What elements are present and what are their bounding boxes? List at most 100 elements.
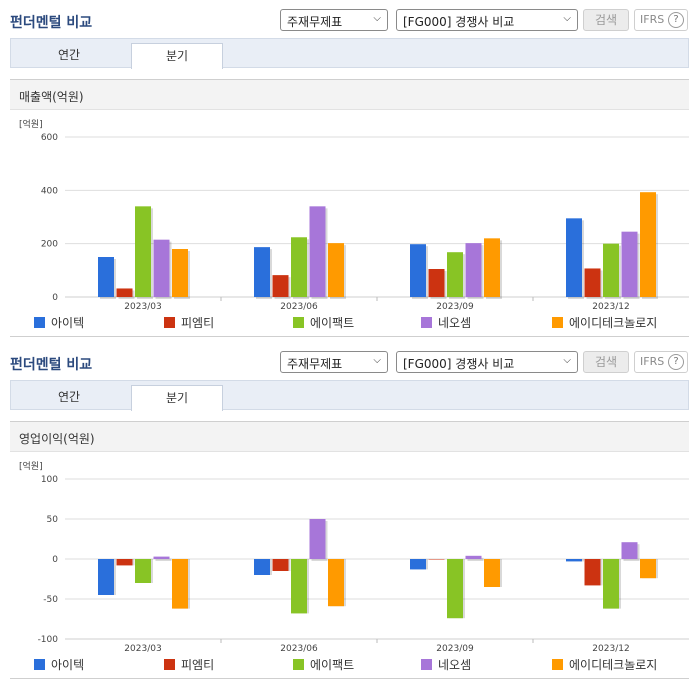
bar <box>447 252 463 297</box>
statement-type-select[interactable]: 주재무제표 ⌵ <box>280 9 388 31</box>
peer-group-value: [FG000] 경쟁사 비교 <box>403 15 515 29</box>
bar <box>640 192 656 297</box>
statement-type-value: 주재무제표 <box>287 357 343 371</box>
bar <box>566 559 582 562</box>
chevron-down-icon: ⌵ <box>563 355 571 366</box>
bar <box>410 244 426 297</box>
chevron-down-icon: ⌵ <box>373 13 381 24</box>
legend-label: 에이디테크놀로지 <box>569 316 658 330</box>
help-icon[interactable]: ? <box>668 354 684 370</box>
ifrs-button[interactable]: IFRS ? <box>634 351 688 373</box>
bar <box>116 288 133 297</box>
statement-type-select[interactable]: 주재무제표 ⌵ <box>280 351 388 373</box>
panel-title: 펀더멘털 비교 <box>10 15 93 31</box>
bar <box>254 559 270 575</box>
bar <box>621 231 638 297</box>
chart-container: 매출액(억원) [억원] 0 200 400 600 2023/03 2023/06 2023… <box>10 79 689 337</box>
legend-swatch <box>34 317 45 328</box>
legend-swatch <box>421 317 432 328</box>
legend-label: 피엠티 <box>181 658 215 672</box>
fundamental-panel-operating-profit: 펀더멘털 비교 주재무제표 ⌵ [FG000] 경쟁사 비교 ⌵ 검색 IFRS… <box>0 342 696 684</box>
legend-item[interactable]: 에이디테크놀로지 <box>552 314 657 331</box>
y-tick-label: -50 <box>43 595 58 605</box>
bar <box>309 206 326 297</box>
peer-group-select[interactable]: [FG000] 경쟁사 비교 ⌵ <box>396 9 578 31</box>
bar <box>566 218 582 297</box>
chart-title: 매출액(억원) <box>19 90 84 104</box>
legend-label: 네오셈 <box>438 658 472 672</box>
legend-item[interactable]: 에이팩트 <box>293 656 354 673</box>
peer-group-value: [FG000] 경쟁사 비교 <box>403 357 515 371</box>
x-tick-label: 2023/12 <box>592 644 629 654</box>
bar-chart: [억원] -100 -50 0 50 100 2023/03 2023/06 2023/09 20… <box>19 460 689 654</box>
x-tick-label: 2023/12 <box>592 302 629 312</box>
bar <box>153 239 170 297</box>
legend-item[interactable]: 에이디테크놀로지 <box>552 656 657 673</box>
bar <box>254 247 270 297</box>
bar <box>172 559 188 609</box>
bar <box>116 559 133 566</box>
legend-label: 에이팩트 <box>310 316 355 330</box>
legend-swatch <box>164 317 175 328</box>
legend-label: 네오셈 <box>438 316 472 330</box>
search-button[interactable]: 검색 <box>583 9 629 31</box>
tab-annual[interactable]: 연간 <box>57 48 81 62</box>
bar <box>291 237 307 297</box>
bar <box>465 555 482 559</box>
x-tick-label: 2023/03 <box>124 302 161 312</box>
bar-shadow <box>467 557 484 561</box>
legend-item[interactable]: 네오셈 <box>421 656 471 673</box>
tab-quarterly[interactable]: 분기 <box>131 43 223 69</box>
y-tick-label: 200 <box>41 240 58 250</box>
legend-label: 아이텍 <box>51 658 85 672</box>
y-tick-label: 0 <box>52 555 58 565</box>
bar <box>447 559 463 619</box>
legend-label: 아이텍 <box>51 316 85 330</box>
bar <box>484 238 500 297</box>
ifrs-button[interactable]: IFRS ? <box>634 9 688 31</box>
bar <box>428 559 445 560</box>
chart-legend: 아이텍 피엠티 에이팩트 네오셈 에이디테크놀로지 <box>10 312 689 332</box>
x-tick-label: 2023/09 <box>436 302 474 312</box>
bar <box>291 559 307 614</box>
peer-group-select[interactable]: [FG000] 경쟁사 비교 ⌵ <box>396 351 578 373</box>
y-tick-label: -100 <box>38 635 59 645</box>
chart-header: 매출액(억원) <box>10 80 689 110</box>
bar <box>584 268 601 297</box>
legend-item[interactable]: 에이팩트 <box>293 314 354 331</box>
bar <box>135 206 151 297</box>
y-tick-label: 100 <box>41 475 58 485</box>
legend-item[interactable]: 피엠티 <box>164 656 214 673</box>
legend-item[interactable]: 네오셈 <box>421 314 471 331</box>
legend-item[interactable]: 아이텍 <box>34 656 84 673</box>
legend-item[interactable]: 아이텍 <box>34 314 84 331</box>
chart-title: 영업이익(억원) <box>19 432 95 446</box>
y-tick-label: 0 <box>52 293 58 303</box>
bar <box>98 559 114 595</box>
legend-swatch <box>164 659 175 670</box>
bar <box>410 559 426 570</box>
chart-header: 영업이익(억원) <box>10 422 689 452</box>
bar <box>309 519 326 559</box>
bar <box>172 249 188 297</box>
bar <box>640 559 656 579</box>
bar <box>135 559 151 583</box>
help-icon[interactable]: ? <box>668 12 684 28</box>
tab-quarterly[interactable]: 분기 <box>131 385 223 411</box>
legend-swatch <box>293 659 304 670</box>
chart-legend: 아이텍 피엠티 에이팩트 네오셈 에이디테크놀로지 <box>10 654 689 674</box>
bar <box>328 243 344 297</box>
legend-swatch <box>293 317 304 328</box>
tab-annual[interactable]: 연간 <box>57 390 81 404</box>
bar <box>153 556 170 559</box>
y-tick-label: 50 <box>47 515 59 525</box>
search-button[interactable]: 검색 <box>583 351 629 373</box>
y-unit-label: [억원] <box>19 118 43 130</box>
period-tabs: 연간 분기 <box>10 380 689 411</box>
bar <box>465 243 482 297</box>
panel-title: 펀더멘털 비교 <box>10 357 93 373</box>
period-tabs: 연간 분기 <box>10 38 689 69</box>
legend-item[interactable]: 피엠티 <box>164 314 214 331</box>
legend-label: 에이디테크놀로지 <box>569 658 658 672</box>
chevron-down-icon: ⌵ <box>373 355 381 366</box>
